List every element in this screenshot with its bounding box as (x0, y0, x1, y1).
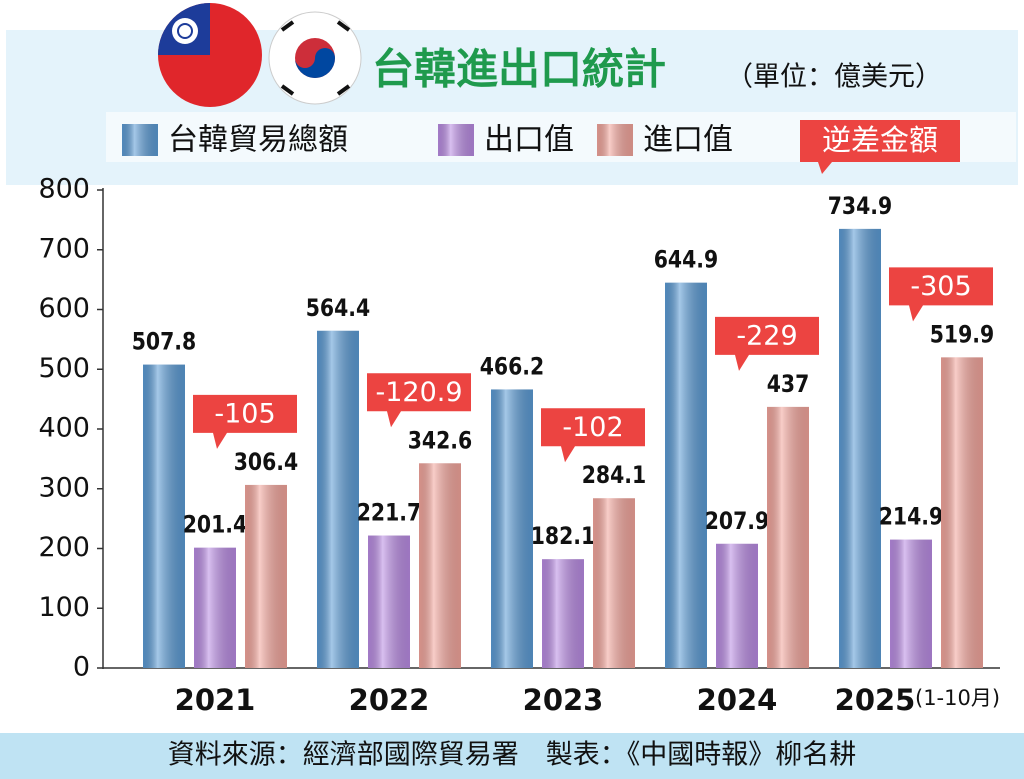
legend-swatch-shine (438, 124, 474, 156)
bar-shine (368, 535, 410, 668)
value-label: 306.4 (234, 448, 299, 476)
legend-swatch-shine (597, 124, 633, 156)
x-tick-label: 2024 (697, 683, 778, 717)
unit-label: （單位：億美元） (726, 62, 942, 93)
bar-shine (317, 330, 359, 668)
deficit-label: -105 (214, 398, 275, 429)
value-label: 182.1 (531, 523, 596, 551)
deficit-callout (889, 267, 993, 322)
bar-shine (839, 228, 881, 668)
value-label: 207.9 (705, 507, 770, 535)
legend-label: 台韓貿易總額 (168, 123, 348, 158)
bar-shine (194, 547, 236, 668)
y-tick-label: 800 (38, 174, 90, 205)
value-label: 734.9 (828, 192, 893, 220)
bar-shine (542, 559, 584, 668)
legend-label: 逆差金額 (822, 123, 938, 157)
y-tick-label: 0 (73, 652, 90, 683)
bar-shine (593, 498, 635, 668)
chart-title: 台韓進出口統計 (372, 45, 666, 94)
legend-label: 進口值 (643, 123, 733, 158)
korea-flag (268, 11, 362, 105)
y-tick-label: 700 (38, 233, 90, 264)
value-label: 284.1 (582, 462, 647, 490)
value-label: 564.4 (306, 294, 371, 322)
x-tick-label: 2021 (175, 683, 256, 717)
bar-shine (941, 357, 983, 668)
bar-shine (890, 539, 932, 668)
deficit-callout (715, 316, 819, 371)
value-label: 437 (767, 370, 810, 398)
bar-shine (665, 282, 707, 668)
legend-label: 出口值 (484, 123, 574, 158)
source-note: 資料來源：經濟部國際貿易署 製表：《中國時報》柳名耕 (168, 740, 857, 771)
value-label: 507.8 (132, 328, 197, 356)
y-tick-label: 500 (38, 353, 90, 384)
legend-swatch-shine (122, 124, 158, 156)
bar-shine (491, 389, 533, 668)
deficit-label: -102 (562, 412, 623, 443)
y-tick-label: 400 (38, 413, 90, 444)
footer-band (0, 733, 1024, 779)
y-tick-label: 300 (38, 472, 90, 503)
bar-shine (143, 364, 185, 668)
taiwan-flag (158, 3, 262, 107)
value-label: 342.6 (408, 427, 473, 455)
y-tick-label: 600 (38, 293, 90, 324)
y-tick-label: 100 (38, 592, 90, 623)
deficit-callout (193, 394, 297, 449)
value-label: 644.9 (654, 246, 719, 274)
deficit-label: -120.9 (375, 377, 462, 408)
value-label: 201.4 (183, 511, 248, 539)
deficit-callout (367, 373, 471, 428)
legend-deficit-box (800, 120, 960, 174)
x-tick-label: 2025 (835, 683, 916, 717)
value-label: 466.2 (480, 353, 545, 381)
bar-shine (767, 406, 809, 668)
value-label: 519.9 (930, 321, 995, 349)
category-note: (1-10月) (915, 686, 1000, 710)
value-label: 214.9 (879, 503, 944, 531)
deficit-label: -305 (910, 271, 971, 302)
bar-shine (419, 463, 461, 668)
bar-shine (245, 484, 287, 668)
x-tick-label: 2022 (349, 683, 430, 717)
bar-shine (716, 543, 758, 668)
x-tick-label: 2023 (523, 683, 604, 717)
deficit-callout (541, 408, 645, 463)
deficit-label: -229 (736, 320, 797, 351)
y-tick-label: 200 (38, 532, 90, 563)
value-label: 221.7 (357, 499, 422, 527)
